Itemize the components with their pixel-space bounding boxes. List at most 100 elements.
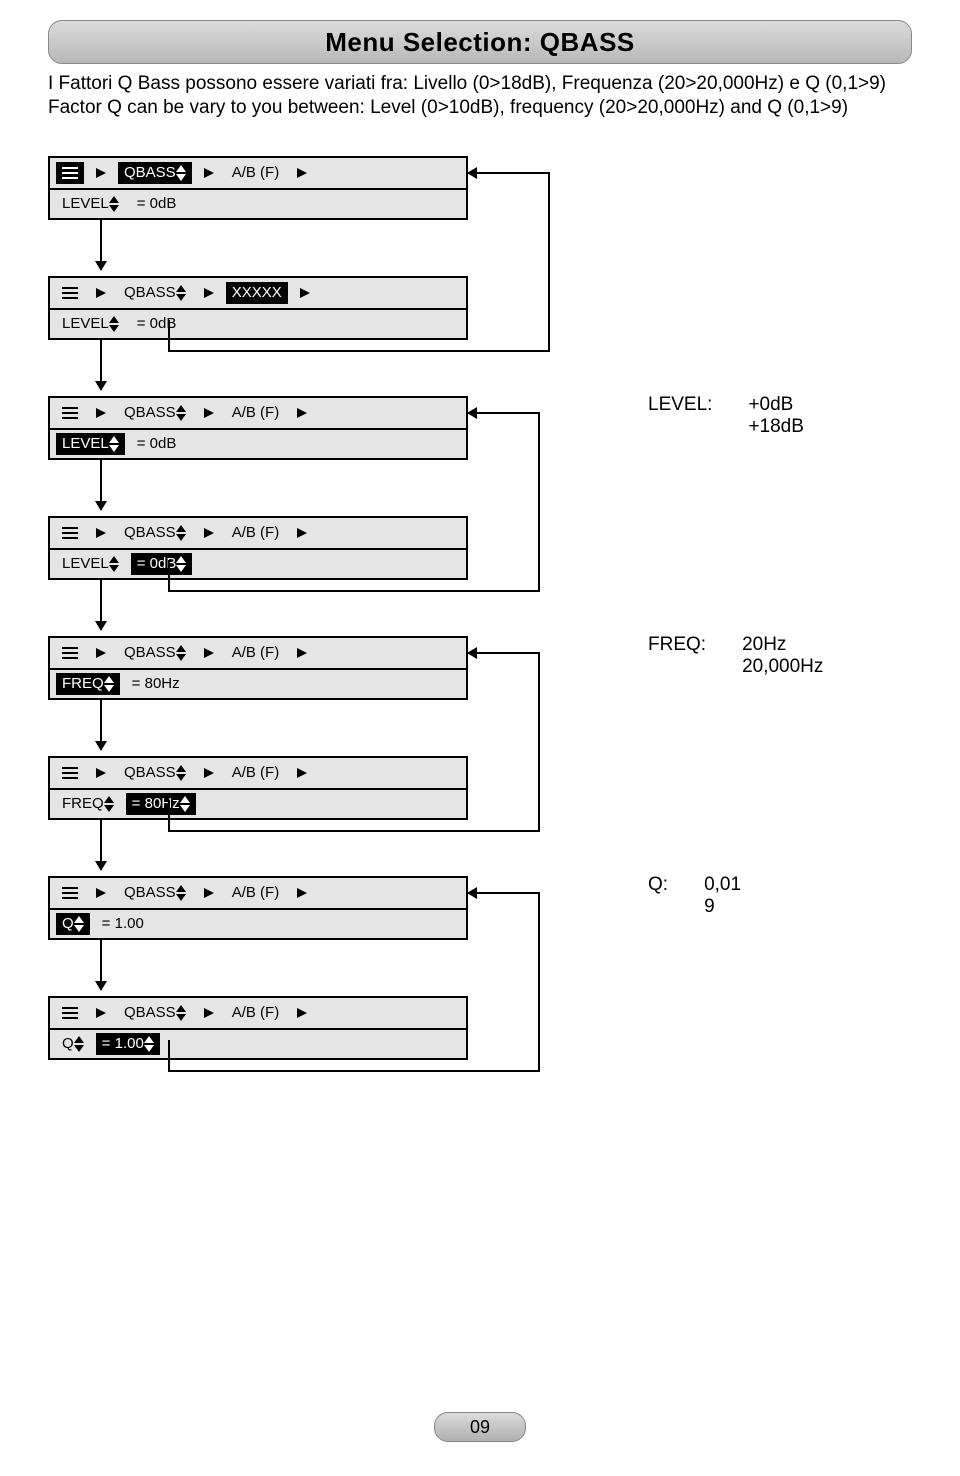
range-label: FREQ:20Hz20,000Hz [648, 634, 948, 678]
range-key: LEVEL: [648, 394, 712, 438]
updown-icon [74, 1036, 84, 1052]
down-arrow-icon [100, 460, 102, 510]
panel-row-2: FREQ = 80Hz [50, 668, 466, 698]
updown-icon [176, 645, 186, 661]
updown-icon [104, 796, 114, 812]
arrow-right-icon [204, 1008, 214, 1018]
loop-line [538, 652, 540, 830]
right-chip: XXXXX [226, 282, 288, 304]
bars-icon [62, 887, 78, 899]
qbass-label: QBASS [124, 164, 176, 181]
qbass-chip: QBASS [118, 522, 192, 544]
panel-row-1: QBASS A/B (F) [50, 158, 466, 188]
arrow-chip [198, 402, 220, 424]
loop-arrow-icon [468, 412, 540, 414]
panel-row-1: QBASS A/B (F) [50, 758, 466, 788]
updown-icon [176, 405, 186, 421]
right-chip: A/B (F) [226, 162, 286, 184]
updown-icon [180, 796, 190, 812]
down-arrow-icon [100, 940, 102, 990]
param-chip: Q [56, 1033, 90, 1055]
param-chip: Q [56, 913, 90, 935]
range-value: 20Hz [742, 634, 823, 656]
param-label: FREQ [62, 795, 104, 812]
loop-line [168, 320, 170, 350]
value-chip: = 80Hz [126, 793, 196, 815]
loop-arrow-icon [468, 172, 550, 174]
value-label: = 1.00 [102, 1035, 144, 1052]
right-label: A/B (F) [232, 164, 280, 181]
panel-row-2: LEVEL = 0dB [50, 428, 466, 458]
bars-icon [62, 287, 78, 299]
mode-chip-icon [56, 1002, 84, 1024]
arrow-chip [90, 402, 112, 424]
panel-row-1: QBASS A/B (F) [50, 518, 466, 548]
arrow-right-icon [204, 528, 214, 538]
param-label: Q [62, 915, 74, 932]
updown-icon [109, 316, 119, 332]
updown-icon [176, 525, 186, 541]
arrow-chip [198, 762, 220, 784]
arrow-right-icon [204, 408, 214, 418]
value-chip: = 0dB [131, 553, 193, 575]
loop-line [168, 1070, 540, 1072]
value-chip: = 0dB [131, 433, 183, 455]
value-label: = 1.00 [102, 915, 144, 932]
arrow-chip [198, 282, 220, 304]
right-label: A/B (F) [232, 404, 280, 421]
flow-diagram: QBASS A/B (F)LEVEL = 0dBQBASS XXXXXLEVEL… [48, 156, 912, 1256]
panel-row-2: LEVEL = 0dB [50, 188, 466, 218]
qbass-chip: QBASS [118, 1002, 192, 1024]
right-chip: A/B (F) [226, 522, 286, 544]
panel-row-2: Q = 1.00 [50, 1028, 466, 1058]
intro-text: I Fattori Q Bass possono essere variati … [48, 72, 912, 120]
down-arrow-icon [100, 700, 102, 750]
param-label: LEVEL [62, 315, 109, 332]
loop-line [168, 1040, 170, 1070]
arrow-chip [294, 282, 316, 304]
arrow-right-icon [297, 888, 307, 898]
range-values: +0dB+18dB [748, 394, 803, 438]
value-chip: = 1.00 [96, 913, 150, 935]
range-value: 20,000Hz [742, 656, 823, 678]
bars-icon [62, 527, 78, 539]
arrow-right-icon [297, 408, 307, 418]
param-chip: FREQ [56, 673, 120, 695]
qbass-label: QBASS [124, 404, 176, 421]
menu-panel: QBASS A/B (F)LEVEL = 0dB [48, 156, 468, 220]
arrow-right-icon [204, 288, 214, 298]
loop-line [538, 412, 540, 590]
arrow-right-icon [96, 888, 106, 898]
panel-row-1: QBASS A/B (F) [50, 638, 466, 668]
arrow-chip [291, 522, 313, 544]
panel-row-1: QBASS XXXXX [50, 278, 466, 308]
page-title: Menu Selection: QBASS [48, 20, 912, 64]
updown-icon [109, 196, 119, 212]
right-chip: A/B (F) [226, 642, 286, 664]
right-chip: A/B (F) [226, 1002, 286, 1024]
loop-line [168, 560, 170, 590]
arrow-right-icon [204, 648, 214, 658]
bars-icon [62, 647, 78, 659]
right-label: A/B (F) [232, 764, 280, 781]
param-label: LEVEL [62, 195, 109, 212]
bars-icon [62, 767, 78, 779]
qbass-chip: QBASS [118, 282, 192, 304]
arrow-chip [198, 642, 220, 664]
arrow-chip [198, 162, 220, 184]
value-chip: = 80Hz [126, 673, 186, 695]
arrow-chip [291, 642, 313, 664]
updown-icon [176, 885, 186, 901]
updown-icon [109, 556, 119, 572]
arrow-right-icon [96, 288, 106, 298]
param-chip: LEVEL [56, 553, 125, 575]
down-arrow-icon [100, 820, 102, 870]
updown-icon [109, 436, 119, 452]
mode-chip-icon [56, 762, 84, 784]
qbass-label: QBASS [124, 524, 176, 541]
updown-icon [176, 165, 186, 181]
arrow-chip [198, 882, 220, 904]
updown-icon [176, 765, 186, 781]
param-chip: LEVEL [56, 313, 125, 335]
arrow-right-icon [96, 168, 106, 178]
